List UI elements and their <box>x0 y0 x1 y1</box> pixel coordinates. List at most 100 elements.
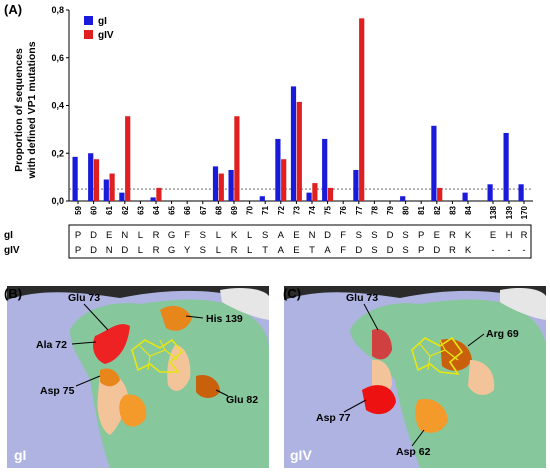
legend-swatch-gi <box>84 16 93 25</box>
panel-c-arg69-patch <box>440 338 472 371</box>
residue-giv: D <box>90 245 97 256</box>
panel-b-tan-patch <box>97 371 128 435</box>
panel-b-glycan-sticks <box>131 338 184 373</box>
bar-gi-72 <box>275 138 281 201</box>
panel-b-corner-label: gI <box>14 447 26 463</box>
panel-c-red-patch <box>372 329 392 360</box>
panel-a-letter: (A) <box>4 2 22 17</box>
residue-gi: R <box>521 230 528 241</box>
x-tick-label: 60 <box>90 205 99 214</box>
x-tick-label: 63 <box>136 205 145 214</box>
bar-giv-68 <box>218 173 224 201</box>
panel-c-structure: gIV <box>284 286 546 468</box>
x-tick-label: 79 <box>386 205 395 214</box>
bar-gi-60 <box>88 153 94 201</box>
bar-giv-77 <box>359 18 365 202</box>
bar-gi-64 <box>150 197 156 201</box>
residue-giv: T <box>309 245 315 256</box>
panel-b-glu82-patch <box>196 374 220 398</box>
x-tick-label: 80 <box>402 205 411 214</box>
residue-gi: L <box>138 230 143 241</box>
panel-b-gray-surface <box>220 288 269 320</box>
callout-c-glu73: Glu 73 <box>346 292 378 304</box>
panel-b-callouts: Glu 73 His 139 Ala 72 Asp 75 Glu 82 <box>36 292 258 406</box>
callout-b-asp75: Asp 75 <box>40 385 75 397</box>
y-tick-label: 0,0 <box>51 196 64 206</box>
residue-giv: F <box>340 245 346 256</box>
x-tick-label: 84 <box>464 205 473 214</box>
residue-gi: K <box>231 230 238 241</box>
bar-gi-68 <box>212 166 219 201</box>
x-tick-label: 59 <box>74 205 83 214</box>
bar-gi-84 <box>462 192 468 201</box>
callout-b-his139: His 139 <box>206 313 243 325</box>
residue-gi: D <box>90 230 97 241</box>
residue-gi: H <box>506 230 513 241</box>
bar-giv-72 <box>281 159 287 201</box>
residue-gi: L <box>247 230 252 241</box>
panel-b-his139-patch <box>160 305 192 331</box>
residue-giv: - <box>491 245 494 256</box>
bar-gi-73 <box>290 86 297 201</box>
residue-giv: S <box>402 245 408 256</box>
callout-c-asp77: Asp 77 <box>316 412 351 424</box>
bar-gi-62 <box>119 192 125 201</box>
residue-giv: R <box>449 245 456 256</box>
bar-gi-82 <box>431 125 437 201</box>
callout-c-asp62: Asp 62 <box>396 446 431 458</box>
panel-c-asp77-patch <box>362 385 396 415</box>
bar-gi-69 <box>228 169 234 201</box>
x-tick-label: 138 <box>489 205 498 219</box>
x-tick-label: 170 <box>520 205 529 219</box>
x-tick-label: 70 <box>246 205 255 214</box>
bar-gi-74 <box>306 192 312 201</box>
residue-gi: F <box>184 230 190 241</box>
panel-b-glycan-sticks-2 <box>139 339 179 371</box>
x-tick-label: 82 <box>433 205 442 214</box>
bar-gi-139 <box>503 132 509 201</box>
residue-gi: E <box>434 230 440 241</box>
x-tick-labels: 59 60 61 62 63 64 65 66 67 68 69 70 71 72 73 74 75 76 77 78… <box>74 201 529 219</box>
residue-gi: S <box>402 230 408 241</box>
y-tick-label: 0,6 <box>51 53 64 63</box>
x-tick-label: 76 <box>339 205 348 214</box>
panel-b-letter: (B) <box>4 286 22 301</box>
residue-giv: S <box>200 245 206 256</box>
panel-b-red-patch <box>93 324 130 364</box>
x-tick-label: 77 <box>355 205 364 214</box>
alignment-box <box>68 224 532 259</box>
residue-giv: - <box>522 245 525 256</box>
panel-c-tan-patch-2 <box>468 360 495 395</box>
panel-c-glycan-sticks <box>411 336 464 375</box>
x-tick-label: 69 <box>230 205 239 214</box>
alignment-row-label-gi: gI <box>4 230 13 241</box>
bar-giv-61 <box>109 173 115 201</box>
bar-gi-75 <box>322 138 328 201</box>
y-tick-label: 0,2 <box>51 148 64 158</box>
x-tick-label: 66 <box>183 205 192 214</box>
residue-giv: R <box>231 245 238 256</box>
bars <box>72 18 524 202</box>
y-axis-label-line1: Proportion of sequences <box>13 48 25 172</box>
residue-giv: D <box>121 245 128 256</box>
residue-gi: D <box>324 230 331 241</box>
bar-gi-77 <box>353 169 359 201</box>
residue-gi: P <box>75 230 81 241</box>
residue-gi: S <box>200 230 206 241</box>
panel-c-asp62-patch <box>415 398 448 433</box>
x-tick-label: 83 <box>448 205 457 214</box>
x-tick-label: 75 <box>324 205 333 214</box>
residue-gi: L <box>216 230 221 241</box>
bar-gi-61 <box>103 179 109 201</box>
callout-b-glu73: Glu 73 <box>68 292 100 304</box>
legend-label-gi: gI <box>98 16 107 27</box>
residue-giv: L <box>247 245 252 256</box>
bar-giv-69 <box>234 116 240 201</box>
residue-gi: F <box>340 230 346 241</box>
residue-gi: S <box>262 230 268 241</box>
panel-b-structure: gI <box>7 286 269 468</box>
residue-giv: R <box>153 245 160 256</box>
residue-giv: - <box>507 245 510 256</box>
bar-gi-138 <box>487 184 493 201</box>
